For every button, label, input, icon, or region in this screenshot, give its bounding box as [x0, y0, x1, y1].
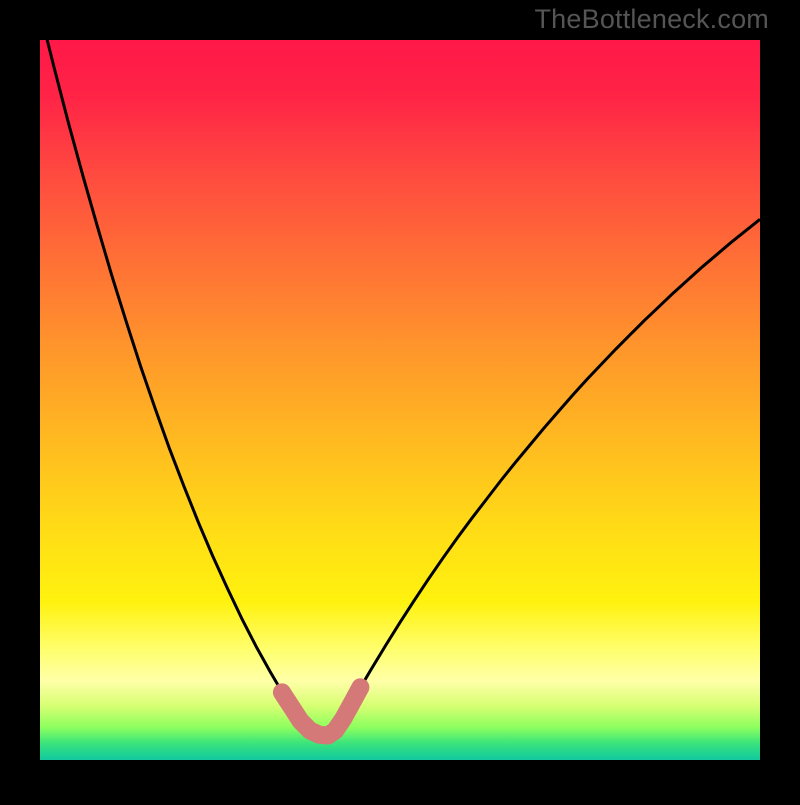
watermark-text: TheBottleneck.com [534, 4, 769, 34]
gradient-background [40, 40, 760, 760]
chart-svg: TheBottleneck.com [0, 0, 800, 800]
chart-canvas: TheBottleneck.com [0, 0, 800, 800]
